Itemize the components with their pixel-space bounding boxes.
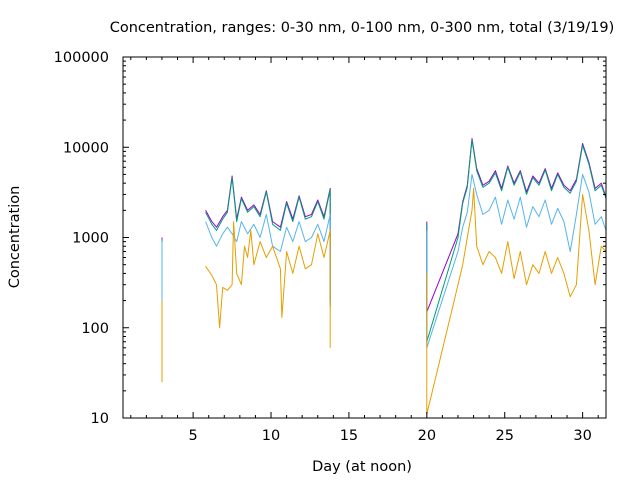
series-line <box>205 177 331 305</box>
y-tick-label: 10 <box>91 411 109 427</box>
x-tick-label: 30 <box>573 428 591 444</box>
chart-title: Concentration, ranges: 0-30 nm, 0-100 nm… <box>110 20 615 36</box>
axis-layer: 5 10 15 20 25 30 10 100 1000 10000 100000 <box>54 50 606 444</box>
x-axis-label: Day (at noon) <box>312 459 412 475</box>
series-2 <box>161 139 607 343</box>
series-4 <box>161 187 607 415</box>
series-line <box>426 173 607 349</box>
series-line <box>426 139 607 343</box>
series-1 <box>161 138 607 313</box>
series-line <box>205 175 331 301</box>
x-tick-label: 5 <box>188 428 197 444</box>
y-tick-label: 1000 <box>72 231 109 247</box>
x-tick-label: 20 <box>418 428 436 444</box>
x-tick-label: 25 <box>495 428 513 444</box>
y-tick-label: 100000 <box>54 50 109 66</box>
series-layer <box>161 138 607 415</box>
x-tick-label: 10 <box>262 428 280 444</box>
plot-frame <box>122 56 607 419</box>
series-line <box>205 221 331 348</box>
series-line <box>205 214 331 307</box>
y-tick-label: 10000 <box>63 140 109 156</box>
x-tick-label: 15 <box>340 428 358 444</box>
series-3 <box>161 173 607 349</box>
series-line <box>426 187 607 415</box>
y-axis-label: Concentration <box>7 186 23 289</box>
y-tick-label: 100 <box>81 321 109 337</box>
